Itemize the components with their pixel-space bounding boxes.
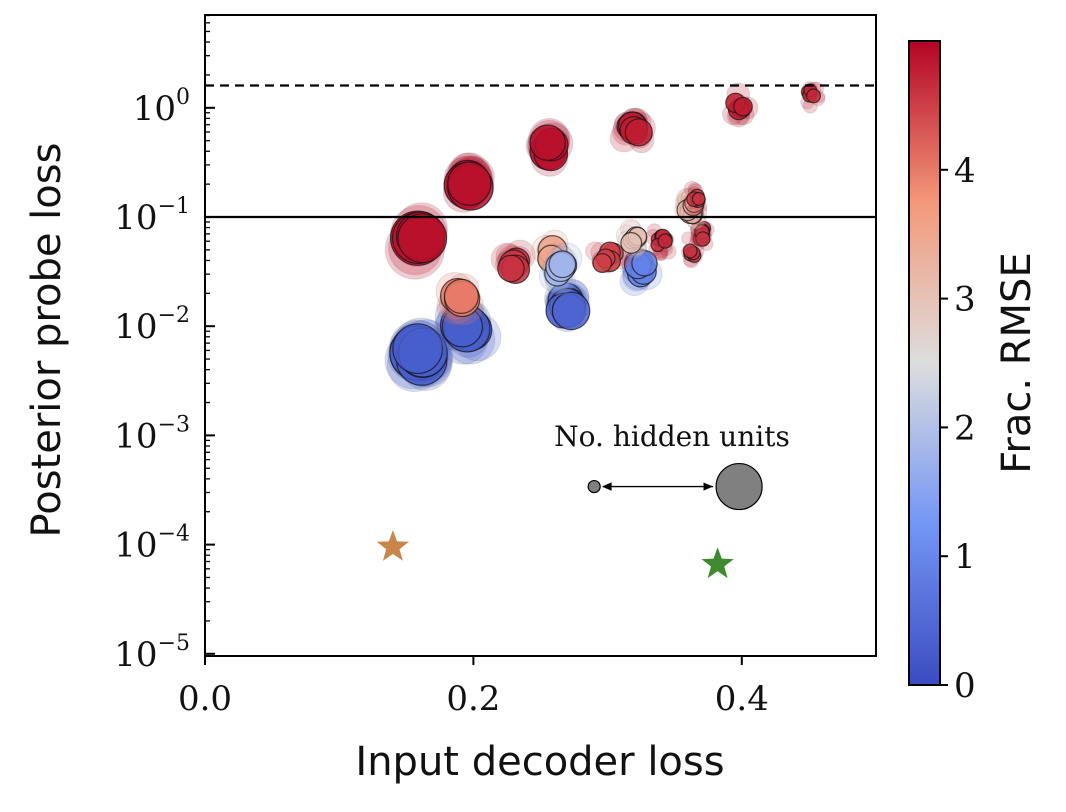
green-star — [701, 547, 734, 579]
colorbar-tick-label: 4 — [954, 151, 976, 191]
orange-star — [376, 530, 409, 561]
scatter-point — [691, 191, 706, 206]
y-axis-title: Posterior probe loss — [24, 143, 70, 538]
colorbar-ticks: 0 1 2 3 4 — [940, 151, 976, 706]
scatter-point — [397, 213, 448, 264]
scatter-point — [689, 232, 703, 246]
plot-frame — [204, 14, 877, 657]
star-markers — [376, 530, 734, 579]
colorbar-tick-label: 0 — [954, 666, 976, 706]
y-tick-label: 10−3 — [114, 412, 190, 456]
x-tick-label: 0.0 — [178, 679, 232, 719]
colorbar-tick-label: 3 — [954, 280, 976, 320]
x-axis-title: Input decoder loss — [355, 739, 724, 785]
scatter-point — [681, 231, 695, 246]
size-legend: No. hidden units — [554, 420, 790, 511]
size-legend-small-circle — [587, 479, 601, 494]
scatter-point — [806, 88, 822, 104]
size-legend-label: No. hidden units — [554, 420, 790, 453]
scatter-point — [497, 254, 525, 283]
scatter-point — [657, 233, 673, 249]
colorbar-title: Frac. RMSE — [994, 252, 1040, 473]
y-tick-label: 100 — [133, 85, 190, 129]
scatter-point — [620, 232, 643, 254]
scatter-point — [551, 291, 591, 331]
scatter-point — [548, 250, 577, 279]
y-tick-label: 10−1 — [114, 194, 190, 238]
data-layer — [384, 81, 826, 393]
x-axis-ticks: 0.0 0.2 0.4 — [178, 656, 769, 719]
y-minor-ticks — [205, 14, 210, 622]
colorbar-gradient — [908, 40, 941, 686]
colorbar: 0 1 2 3 4 Frac. RMSE — [908, 40, 1040, 706]
reference-lines — [205, 84, 876, 219]
x-tick-label: 0.4 — [715, 679, 769, 719]
scatter-point — [592, 253, 613, 273]
size-legend-large-circle — [715, 462, 763, 511]
colorbar-tick-label: 2 — [954, 408, 976, 448]
y-axis-ticks: 100 10−1 10−2 10−3 10−4 10−5 — [114, 85, 215, 675]
scatter-point — [682, 243, 698, 259]
scatter-point — [624, 118, 653, 147]
y-tick-label: 10−2 — [114, 303, 190, 347]
scatter-point — [392, 323, 444, 375]
scatter-point — [695, 231, 711, 247]
colorbar-tick-label: 1 — [954, 537, 976, 577]
scatter-point — [529, 124, 566, 161]
scatter-point — [631, 249, 658, 277]
scatter-point — [443, 278, 479, 314]
x-tick-label: 0.2 — [446, 679, 500, 719]
y-tick-label: 10−5 — [114, 631, 190, 675]
scatter-point — [447, 161, 492, 206]
y-tick-label: 10−4 — [114, 522, 190, 566]
scatter-point — [733, 96, 753, 117]
